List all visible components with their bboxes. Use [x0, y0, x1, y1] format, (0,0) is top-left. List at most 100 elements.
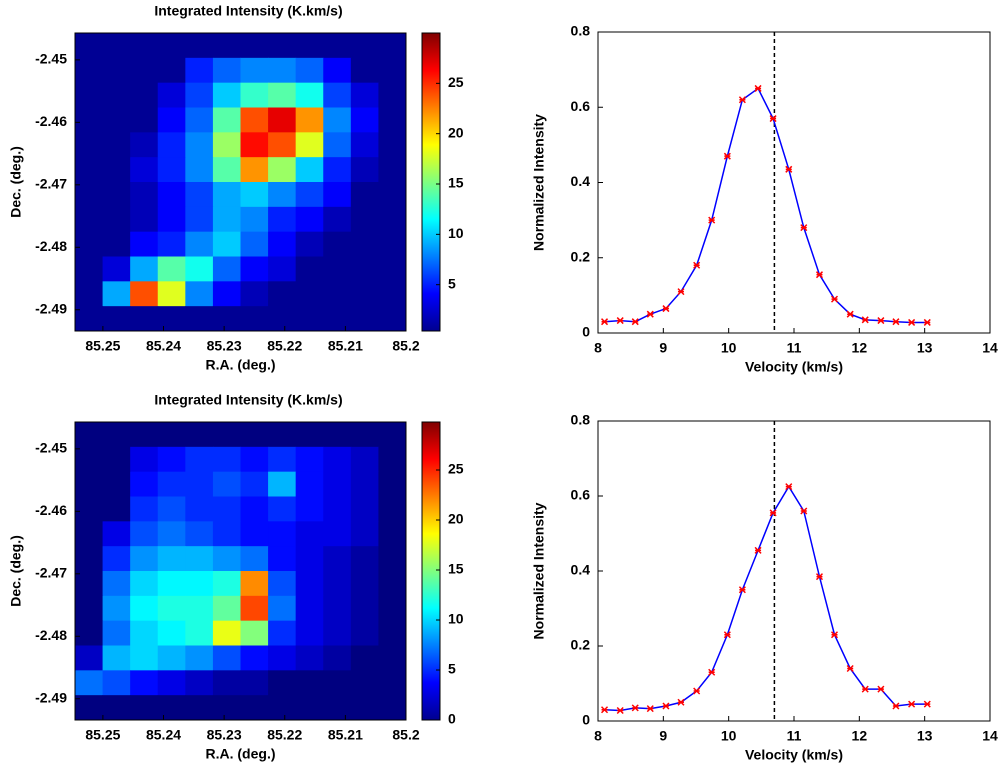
- heatmap-cell: [157, 82, 186, 108]
- y-tick-label: -2.49: [35, 689, 67, 705]
- heatmap-cell: [75, 132, 104, 158]
- y-axis-label: Normalized Intensity: [531, 502, 547, 639]
- x-tick-label: 9: [659, 728, 667, 744]
- colorbar-tick-label: 25: [448, 74, 464, 90]
- heatmap-cell: [75, 471, 104, 497]
- heatmap-cell: [75, 33, 104, 59]
- x-tick-label: 85.2: [392, 338, 419, 354]
- heatmap-cell: [295, 446, 324, 473]
- heatmap-cell: [185, 496, 214, 522]
- heatmap-cell: [157, 595, 186, 622]
- y-tick-label: 0.2: [571, 637, 591, 653]
- heatmap-cell: [268, 281, 297, 307]
- marker: [601, 318, 609, 326]
- heatmap-cell: [350, 182, 379, 208]
- heatmap-cell: [212, 471, 241, 497]
- heatmap-cell: [130, 422, 159, 448]
- heatmap-cell: [212, 132, 241, 158]
- heatmap-cell: [102, 670, 131, 696]
- heatmap-cell: [350, 471, 379, 497]
- marker: [631, 704, 639, 712]
- heatmap-cell: [268, 546, 297, 572]
- marker: [877, 685, 885, 693]
- heatmap-cell: [185, 422, 214, 448]
- marker: [830, 295, 839, 303]
- heatmap-cell: [102, 645, 131, 671]
- colorbar-tick-label: 0: [448, 711, 456, 727]
- colorbar-tick-label: 20: [448, 511, 464, 527]
- heatmap-cell: [350, 231, 379, 257]
- heatmap-cell: [240, 107, 269, 133]
- heatmap-cell: [157, 695, 186, 721]
- marker: [815, 573, 824, 581]
- heatmap-cell: [130, 157, 159, 183]
- heatmap-cell: [157, 281, 186, 307]
- heatmap-cell: [130, 256, 159, 282]
- plot-frame: [74, 421, 407, 721]
- heatmap-cell: [212, 82, 241, 108]
- plot-frame: [74, 32, 407, 332]
- heatmap-cell: [323, 206, 352, 233]
- marker: [785, 483, 793, 491]
- heatmap-cell: [350, 82, 379, 108]
- x-tick-label: 14: [982, 728, 998, 744]
- heatmap-cell: [185, 620, 214, 646]
- heatmap-cell: [240, 645, 269, 671]
- marker: [677, 288, 685, 296]
- heatmap-cell: [378, 471, 407, 497]
- heatmap-cell: [268, 182, 297, 208]
- heatmap-cell: [378, 546, 407, 572]
- heatmap-cell: [75, 82, 104, 108]
- y-tick-label: 0: [582, 324, 590, 340]
- y-tick-label: 0.6: [571, 487, 591, 503]
- heatmap-cell: [378, 82, 407, 108]
- heatmap-cell: [323, 446, 352, 473]
- heatmap-cell: [350, 496, 379, 522]
- heatmap-cell: [240, 521, 269, 547]
- heatmap-cell: [350, 132, 379, 158]
- heatmap-cell: [295, 256, 324, 282]
- heatmap-cell: [323, 281, 352, 307]
- heatmap-cell: [185, 157, 214, 183]
- heatmap-cell: [295, 182, 324, 208]
- x-tick-label: 13: [917, 340, 933, 356]
- y-tick-label: 0.4: [571, 173, 591, 189]
- heatmap-cell: [268, 620, 297, 646]
- heatmap-cell: [323, 695, 352, 721]
- heatmap-cell: [240, 157, 269, 183]
- heatmap-cell: [185, 571, 214, 597]
- colorbar-tick-label: 25: [448, 461, 464, 477]
- heatmap-cell: [350, 571, 379, 597]
- heatmap-cell: [102, 33, 131, 59]
- heatmap-cell: [102, 82, 131, 108]
- marker: [723, 631, 731, 639]
- heatmap-cell: [185, 231, 214, 257]
- chart-title: Integrated Intensity (K.km/s): [154, 3, 342, 19]
- heatmap-cell: [323, 306, 352, 332]
- heatmap-cell: [157, 206, 186, 233]
- heatmap-cell: [212, 306, 241, 332]
- y-tick-label: -2.46: [35, 502, 67, 518]
- heatmap-cell: [185, 281, 214, 307]
- heatmap-cell: [295, 645, 324, 671]
- marker: [877, 317, 885, 325]
- x-tick-label: 85.23: [207, 338, 242, 354]
- heatmap-cell: [157, 256, 186, 282]
- colorbar: [421, 421, 441, 721]
- heatmap-cell: [75, 620, 104, 646]
- x-tick-label: 10: [721, 340, 737, 356]
- heatmap-cell: [378, 281, 407, 307]
- x-tick-label: 11: [787, 340, 802, 356]
- heatmap-cell: [75, 57, 104, 84]
- x-tick-label: 11: [787, 728, 802, 744]
- heatmap-cell: [130, 595, 159, 622]
- heatmap-cell: [157, 496, 186, 522]
- heatmap-cell: [378, 132, 407, 158]
- colorbar-tick-label: 10: [448, 611, 464, 627]
- heatmap-cell: [268, 595, 297, 622]
- y-tick-label: -2.48: [35, 627, 67, 643]
- heatmap-cell: [157, 33, 186, 59]
- heatmap-cell: [240, 231, 269, 257]
- heatmap-cell: [185, 57, 214, 84]
